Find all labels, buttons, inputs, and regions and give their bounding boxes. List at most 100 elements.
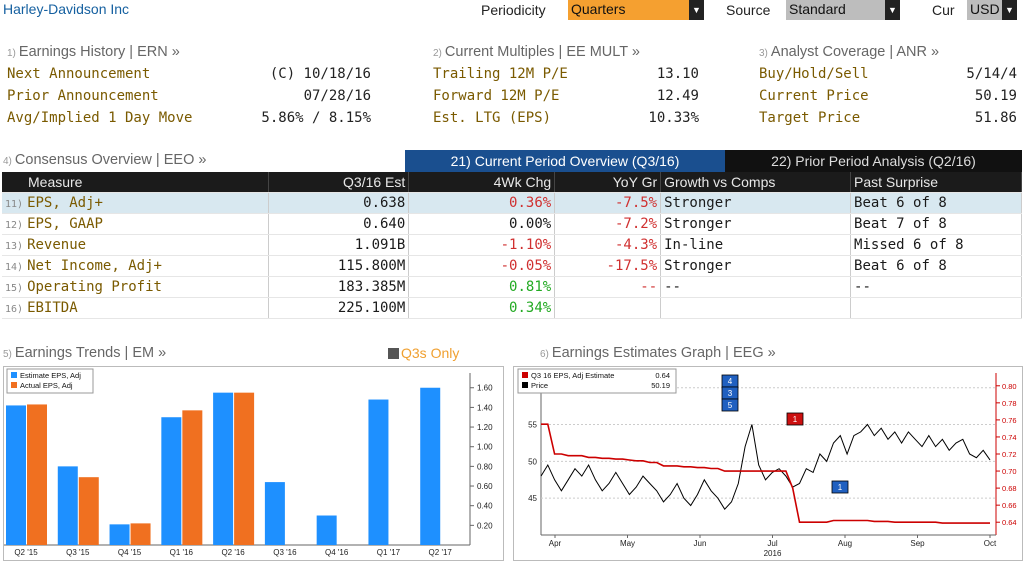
surprise-cell: --	[850, 276, 1022, 298]
chevron-down-icon: ▼	[1002, 0, 1017, 20]
currency-dropdown[interactable]: USD ▼	[967, 0, 1017, 20]
earnings-history-link[interactable]: 1) Earnings History | ERN »	[7, 44, 180, 60]
kv-label: Forward 12M P/E	[433, 88, 560, 104]
bar-estimate	[57, 466, 78, 545]
row-number: 14)	[5, 262, 24, 273]
kv-value: 07/28/16	[303, 88, 371, 104]
legend-value: 50.19	[651, 381, 670, 390]
table-row[interactable]: 15) Operating Profit 183.385M 0.81% -- -- --	[2, 276, 1022, 298]
measure-name: Net Income, Adj+	[27, 258, 162, 274]
line-chart-svg: 455055600.640.660.680.700.720.740.760.78…	[517, 368, 1017, 558]
change-cell: -0.05%	[408, 255, 556, 277]
earnings-history-panel: Next Announcement (C) 10/18/16 Prior Ann…	[7, 66, 375, 132]
estimate-cell: 225.100M	[268, 297, 410, 319]
kv-value: 5.86% / 8.15%	[261, 110, 371, 126]
column-header[interactable]: Past Surprise	[850, 172, 1022, 193]
table-row[interactable]: 14) Net Income, Adj+ 115.800M -0.05% -17.5% S…	[2, 255, 1022, 277]
kv-value: 13.10	[656, 66, 699, 82]
change-cell: -1.10%	[408, 234, 556, 256]
kv-label: Next Announcement	[7, 66, 151, 82]
tab-current-period[interactable]: 21) Current Period Overview (Q3/16)	[405, 150, 725, 172]
column-header[interactable]: Q3/16 Est	[268, 172, 410, 193]
table-row[interactable]: 11) EPS, Adj+ 0.638 0.36% -7.5% Stronger Beat …	[2, 192, 1022, 214]
bar-actual	[182, 410, 203, 545]
surprise-cell: Beat 7 of 8	[850, 213, 1022, 235]
currency-value: USD	[970, 1, 1000, 17]
estimate-series-line	[541, 423, 990, 524]
x-tick-label: Q3 '15	[66, 548, 90, 557]
kv-label: Est. LTG (EPS)	[433, 110, 552, 126]
bar-estimate	[109, 524, 130, 545]
kv-value: 50.19	[974, 88, 1017, 104]
earnings-trends-link[interactable]: 5) Earnings Trends | EM »	[3, 345, 167, 361]
column-header[interactable]: 4Wk Chg	[408, 172, 556, 193]
column-header[interactable]: Growth vs Comps	[660, 172, 852, 193]
row-number: 16)	[5, 304, 24, 315]
left-tick-label: 45	[528, 494, 537, 503]
kv-label: Target Price	[759, 110, 861, 126]
measure-cell: 13) Revenue	[2, 234, 270, 256]
x-year-label: 2016	[764, 549, 782, 558]
estimate-cell: 0.638	[268, 192, 410, 214]
legend-swatch	[11, 382, 17, 388]
surprise-cell: Beat 6 of 8	[850, 192, 1022, 214]
y-tick-label: 1.20	[477, 423, 493, 432]
analyst-coverage-link[interactable]: 3) Analyst Coverage | ANR »	[759, 44, 940, 60]
row-number: 11)	[5, 199, 24, 210]
measure-name: EBITDA	[27, 300, 78, 316]
estimates-graph-chart: 455055600.640.660.680.700.720.740.760.78…	[513, 366, 1023, 561]
source-value: Standard	[789, 1, 846, 17]
chart-legend: Q3 16 EPS, Adj Estimate 0.64 Price 50.19	[517, 368, 677, 394]
table-row[interactable]: 13) Revenue 1.091B -1.10% -4.3% In-line Missed…	[2, 234, 1022, 256]
consensus-overview-link[interactable]: 4) Consensus Overview | EEO »	[3, 152, 207, 168]
price-series-line	[540, 423, 991, 511]
estimate-cell: 0.640	[268, 213, 410, 235]
kv-label: Current Price	[759, 88, 869, 104]
y-tick-label: 1.60	[477, 384, 493, 393]
kv-value: (C) 10/18/16	[269, 66, 371, 82]
bar-actual	[234, 392, 255, 545]
table-row[interactable]: 12) EPS, GAAP 0.640 0.00% -7.2% Stronger Beat …	[2, 213, 1022, 235]
y-tick-label: 0.60	[477, 482, 493, 491]
measure-name: Operating Profit	[27, 279, 162, 295]
right-tick-label: 0.70	[1002, 467, 1017, 476]
current-multiples-link[interactable]: 2) Current Multiples | EE MULT »	[433, 44, 640, 60]
x-tick-label: Apr	[549, 539, 562, 548]
tab-prior-period[interactable]: 22) Prior Period Analysis (Q2/16)	[725, 150, 1022, 172]
analyst-panel: Buy/Hold/Sell 5/14/4 Current Price 50.19…	[759, 66, 1019, 132]
bar-estimate	[6, 405, 26, 545]
legend-box	[6, 368, 94, 394]
comps-cell: Stronger	[660, 255, 852, 277]
event-marker-box	[721, 398, 739, 412]
source-label: Source	[726, 2, 771, 18]
bar-actual	[130, 523, 151, 545]
kv-label: Trailing 12M P/E	[433, 66, 568, 82]
event-marker: 1	[831, 480, 849, 494]
q3s-only-toggle[interactable]: Q3s Only	[388, 345, 459, 361]
periodicity-label: Periodicity	[481, 2, 546, 18]
earnings-estimates-graph-link[interactable]: 6) Earnings Estimates Graph | EEG »	[540, 345, 776, 361]
table-row[interactable]: 16) EBITDA 225.100M 0.34%	[2, 297, 1022, 319]
y-tick-label: 0.40	[477, 502, 493, 511]
y-tick-label: 1.40	[477, 403, 493, 412]
event-marker: 4	[721, 374, 739, 388]
y-tick-label: 1.00	[477, 443, 493, 452]
bar-estimate	[264, 482, 285, 545]
earnings-trends-chart: 0.20 0.40 0.60 0.80 1.00 1.20 1.40 1.60 Q2 '15 Q3…	[3, 366, 504, 561]
column-header[interactable]: Measure	[2, 172, 270, 193]
legend-label: Price	[531, 381, 548, 390]
event-marker-label: 5	[728, 401, 733, 410]
row-number: 12)	[5, 220, 24, 231]
measure-name: Revenue	[27, 237, 87, 253]
right-tick-label: 0.72	[1002, 450, 1017, 459]
source-dropdown[interactable]: Standard ▼	[786, 0, 900, 20]
event-marker-label: 1	[793, 415, 798, 424]
row-number: 15)	[5, 283, 24, 294]
comps-cell: Stronger	[660, 192, 852, 214]
column-header[interactable]: YoY Gr	[554, 172, 662, 193]
periodicity-dropdown[interactable]: Quarters ▼	[568, 0, 704, 20]
right-tick-label: 0.80	[1002, 382, 1017, 391]
left-tick-label: 55	[528, 421, 537, 430]
measure-cell: 15) Operating Profit	[2, 276, 270, 298]
